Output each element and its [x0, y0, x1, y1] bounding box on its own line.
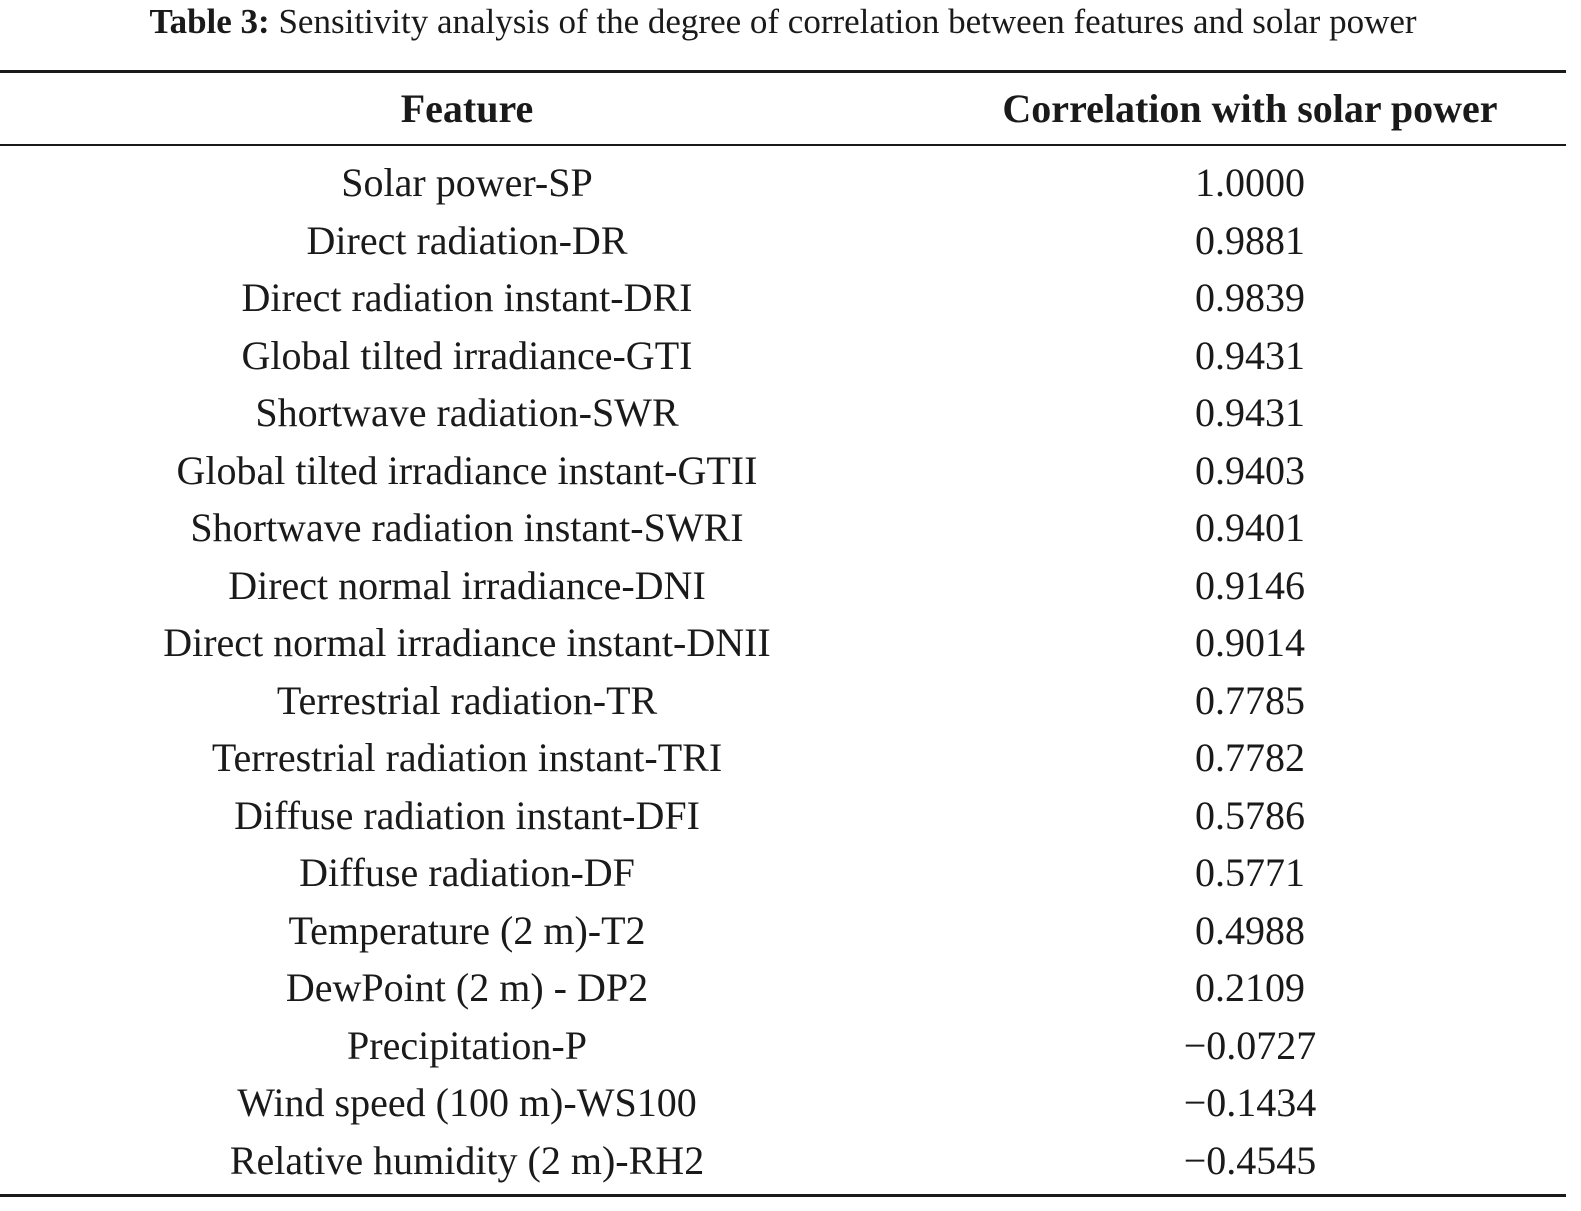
correlation-cell: 0.9881 — [1195, 217, 1305, 263]
correlation-cell: 0.5771 — [1195, 850, 1305, 896]
table-row: Direct normal irradiance instant-DNII 0.9… — [0, 614, 1566, 672]
feature-cell: Direct radiation instant-DRI — [241, 275, 693, 321]
feature-cell: DewPoint (2 m) - DP2 — [285, 965, 649, 1011]
feature-cell: Direct normal irradiance-DNI — [228, 562, 706, 608]
correlation-cell: 0.9403 — [1195, 447, 1305, 493]
correlation-cell: −0.4545 — [1183, 1137, 1317, 1183]
correlation-cell: 0.9401 — [1195, 505, 1305, 551]
feature-cell: Temperature (2 m)-T2 — [288, 907, 646, 953]
correlation-cell: 0.4988 — [1195, 907, 1305, 953]
feature-cell: Global tilted irradiance instant-GTII — [176, 447, 758, 493]
feature-cell: Terrestrial radiation-TR — [276, 677, 658, 723]
feature-cell: Direct radiation-DR — [306, 217, 628, 263]
table-row: Direct radiation-DR 0.9881 — [0, 212, 1566, 270]
correlation-cell: 0.9431 — [1195, 332, 1305, 378]
table-top-rule — [0, 70, 1566, 73]
header-correlation: Correlation with solar power — [1002, 86, 1498, 131]
table-row: Direct radiation instant-DRI 0.9839 — [0, 269, 1566, 327]
feature-cell: Wind speed (100 m)-WS100 — [237, 1080, 697, 1126]
correlation-cell: 0.9014 — [1195, 620, 1305, 666]
table-row: Temperature (2 m)-T2 0.4988 — [0, 902, 1566, 960]
table-caption-text: Sensitivity analysis of the degree of co… — [269, 2, 1417, 41]
table-row: Terrestrial radiation-TR 0.7785 — [0, 672, 1566, 730]
correlation-cell: 0.2109 — [1195, 965, 1305, 1011]
correlation-cell: 0.5786 — [1195, 792, 1305, 838]
feature-cell: Direct normal irradiance instant-DNII — [163, 620, 771, 666]
correlation-cell: −0.0727 — [1183, 1022, 1317, 1068]
table-row: Solar power-SP 1.0000 — [0, 154, 1566, 212]
feature-cell: Precipitation-P — [347, 1022, 587, 1068]
feature-cell: Global tilted irradiance-GTI — [241, 332, 693, 378]
table-row: Direct normal irradiance-DNI 0.9146 — [0, 557, 1566, 615]
table-bottom-rule — [0, 1194, 1566, 1197]
header-feature: Feature — [400, 86, 534, 131]
table-row: Wind speed (100 m)-WS100 −0.1434 — [0, 1074, 1566, 1132]
table-caption-label: Table 3: — [149, 2, 270, 41]
table-row: Shortwave radiation instant-SWRI 0.9401 — [0, 499, 1566, 557]
correlation-cell: −0.1434 — [1183, 1080, 1317, 1126]
feature-cell: Shortwave radiation instant-SWRI — [190, 505, 744, 551]
table-row: Shortwave radiation-SWR 0.9431 — [0, 384, 1566, 442]
table-caption: Table 3: Sensitivity analysis of the deg… — [0, 0, 1566, 44]
feature-cell: Diffuse radiation instant-DFI — [234, 792, 700, 838]
feature-cell: Terrestrial radiation instant-TRI — [211, 735, 723, 781]
correlation-cell: 0.7782 — [1195, 735, 1305, 781]
table-header-row: Feature Correlation with solar power — [0, 73, 1566, 144]
table-row: Global tilted irradiance instant-GTII 0.9… — [0, 442, 1566, 500]
feature-cell: Diffuse radiation-DF — [299, 850, 635, 896]
table-row: Relative humidity (2 m)-RH2 −0.4545 — [0, 1132, 1566, 1190]
table-row: Diffuse radiation instant-DFI 0.5786 — [0, 787, 1566, 845]
table-row: Precipitation-P −0.0727 — [0, 1017, 1566, 1075]
table-row: Diffuse radiation-DF 0.5771 — [0, 844, 1566, 902]
correlation-cell: 0.7785 — [1195, 677, 1305, 723]
correlation-cell: 1.0000 — [1195, 160, 1305, 206]
table-row: DewPoint (2 m) - DP2 0.2109 — [0, 959, 1566, 1017]
table-row: Global tilted irradiance-GTI 0.9431 — [0, 327, 1566, 385]
feature-cell: Shortwave radiation-SWR — [255, 390, 679, 436]
feature-cell: Relative humidity (2 m)-RH2 — [229, 1137, 705, 1183]
table-body: Solar power-SP 1.0000 Direct radiation-DR 0… — [0, 154, 1566, 1189]
table-header-rule — [0, 144, 1566, 146]
feature-cell: Solar power-SP — [341, 160, 593, 206]
correlation-cell: 0.9839 — [1195, 275, 1305, 321]
table-row: Terrestrial radiation instant-TRI 0.7782 — [0, 729, 1566, 787]
correlation-cell: 0.9431 — [1195, 390, 1305, 436]
correlation-cell: 0.9146 — [1195, 562, 1305, 608]
